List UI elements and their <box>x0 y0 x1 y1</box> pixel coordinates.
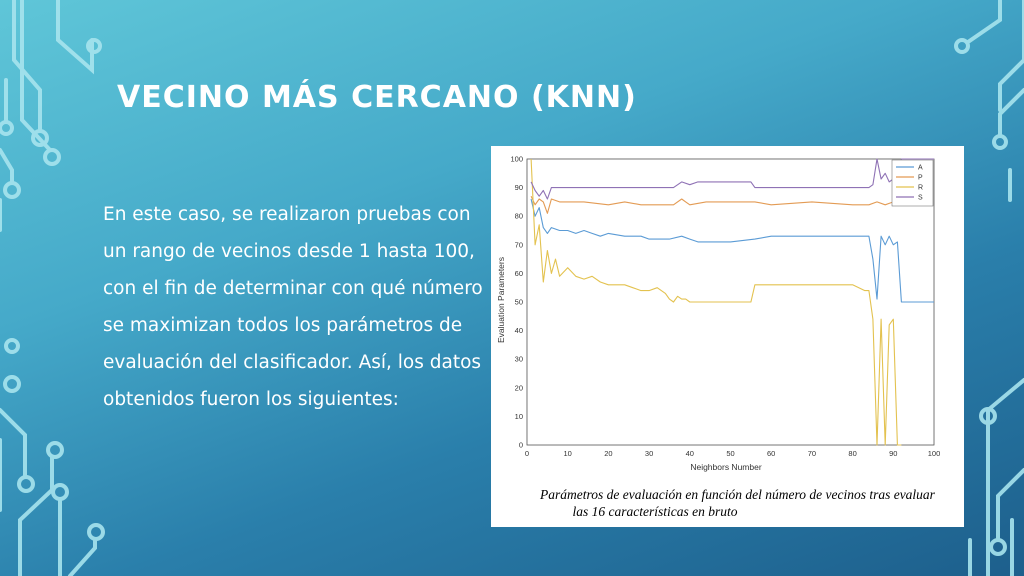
series-line-S <box>530 158 934 200</box>
legend-box <box>891 159 934 207</box>
legend-label-R: R <box>918 185 923 192</box>
legend-label-P: P <box>918 175 923 182</box>
line-chart: 0 10 20 30 40 50 60 70 80 90 100 0 10 20 30 40 50 60 70 80 9… <box>496 155 941 473</box>
figure-panel: 0 10 20 30 40 50 60 70 80 90 100 0 10 20 30 40 50 60 70 80 9… <box>491 146 964 527</box>
x-tick-label: 70 <box>808 449 816 458</box>
x-axis-label: Neighbors Number <box>690 462 762 472</box>
x-tick-label: 80 <box>848 449 856 458</box>
legend-label-A: A <box>918 165 923 172</box>
y-tick-label: 50 <box>515 298 523 307</box>
y-tick-label: 20 <box>515 383 523 392</box>
x-tick-label: 90 <box>889 449 897 458</box>
x-tick-label: 30 <box>645 449 653 458</box>
y-tick-label: 30 <box>515 355 523 364</box>
x-tick-label: 10 <box>564 449 572 458</box>
series-line-R <box>530 158 902 446</box>
y-tick-label: 100 <box>510 155 523 164</box>
y-tick-label: 0 <box>519 441 523 450</box>
slide-body-text: En este caso, se realizaron pruebas con … <box>103 204 483 410</box>
y-axis-label: Evaluation Parameters <box>496 257 506 343</box>
x-tick-label: 40 <box>686 449 694 458</box>
x-tick-label: 20 <box>604 449 612 458</box>
series-line-A <box>530 198 934 303</box>
y-tick-label: 80 <box>515 212 523 221</box>
caption-line-2: las 16 características en bruto <box>572 504 738 519</box>
x-tick-label: 60 <box>767 449 775 458</box>
figure-caption: Parámetros de evaluación en función del … <box>491 486 964 520</box>
x-tick-label: 100 <box>928 449 941 458</box>
y-tick-label: 90 <box>515 183 523 192</box>
y-tick-label: 10 <box>515 412 523 421</box>
x-tick-label: 0 <box>525 449 529 458</box>
slide-title: VECINO MÁS CERCANO (KNN) <box>117 80 637 115</box>
series-line-P <box>530 195 902 214</box>
y-tick-label: 40 <box>515 326 523 335</box>
legend-label-S: S <box>918 195 923 202</box>
caption-line-1: Parámetros de evaluación en función del … <box>540 487 935 502</box>
y-tick-label: 70 <box>515 240 523 249</box>
y-tick-label: 60 <box>515 269 523 278</box>
x-tick-label: 50 <box>726 449 734 458</box>
